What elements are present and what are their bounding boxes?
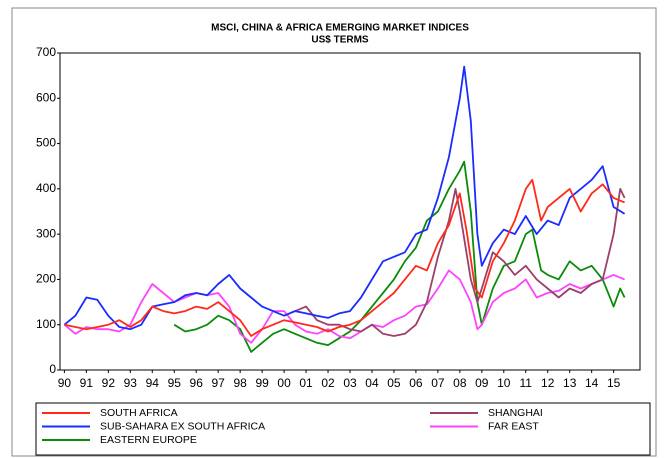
legend-label: SUB-SAHARA EX SOUTH AFRICA xyxy=(100,420,265,432)
x-tick-label: 03 xyxy=(343,376,357,390)
x-tick-label: 90 xyxy=(58,376,72,390)
x-tick-label: 91 xyxy=(80,376,94,390)
x-tick-label: 94 xyxy=(146,376,160,390)
y-tick-label: 400 xyxy=(36,181,56,195)
x-tick-label: 01 xyxy=(299,376,313,390)
series-line xyxy=(63,269,625,344)
series-line xyxy=(63,65,626,331)
x-tick-label: 12 xyxy=(541,376,555,390)
series-line xyxy=(283,188,626,337)
legend-box xyxy=(35,402,651,456)
y-tick-label: 100 xyxy=(36,317,56,331)
x-tick-label: 02 xyxy=(321,376,335,390)
legend-label: EASTERN EUROPE xyxy=(100,434,197,446)
x-tick-label: 10 xyxy=(497,376,511,390)
x-tick-label: 00 xyxy=(277,376,291,390)
y-tick-label: 500 xyxy=(36,136,56,150)
legend-label: SHANGHAI xyxy=(488,407,543,419)
x-tick-label: 08 xyxy=(453,376,467,390)
x-tick-label: 93 xyxy=(124,376,138,390)
x-tick-label: 15 xyxy=(607,376,621,390)
legend-label: FAR EAST xyxy=(488,420,539,432)
x-tick-label: 96 xyxy=(190,376,204,390)
x-tick-label: 11 xyxy=(520,376,533,390)
series-line xyxy=(64,178,625,337)
legend-label: SOUTH AFRICA xyxy=(100,407,178,419)
x-tick-label: 07 xyxy=(431,376,445,390)
y-tick-label: 600 xyxy=(36,90,56,104)
x-tick-label: 92 xyxy=(102,376,116,390)
x-tick-label: 13 xyxy=(563,376,577,390)
x-tick-label: 05 xyxy=(387,376,401,390)
y-tick-label: 200 xyxy=(36,272,56,286)
x-tick-label: 99 xyxy=(255,376,269,390)
plot-area xyxy=(59,52,641,371)
y-tick-label: 0 xyxy=(49,362,56,376)
x-tick-label: 14 xyxy=(585,376,599,390)
y-tick-label: 700 xyxy=(36,45,56,59)
chart-subtitle: US$ TERMS xyxy=(311,35,369,46)
series-line xyxy=(173,160,626,353)
x-tick-label: 97 xyxy=(212,376,226,390)
x-tick-label: 09 xyxy=(475,376,489,390)
chart-title: MSCI, CHINA & AFRICA EMERGING MARKET IND… xyxy=(211,23,469,34)
x-tick-label: 98 xyxy=(233,376,247,390)
x-tick-label: 04 xyxy=(365,376,379,390)
x-tick-label: 06 xyxy=(409,376,423,390)
chart-frame xyxy=(11,7,657,457)
y-tick-label: 300 xyxy=(36,226,56,240)
x-tick-label: 95 xyxy=(168,376,182,390)
